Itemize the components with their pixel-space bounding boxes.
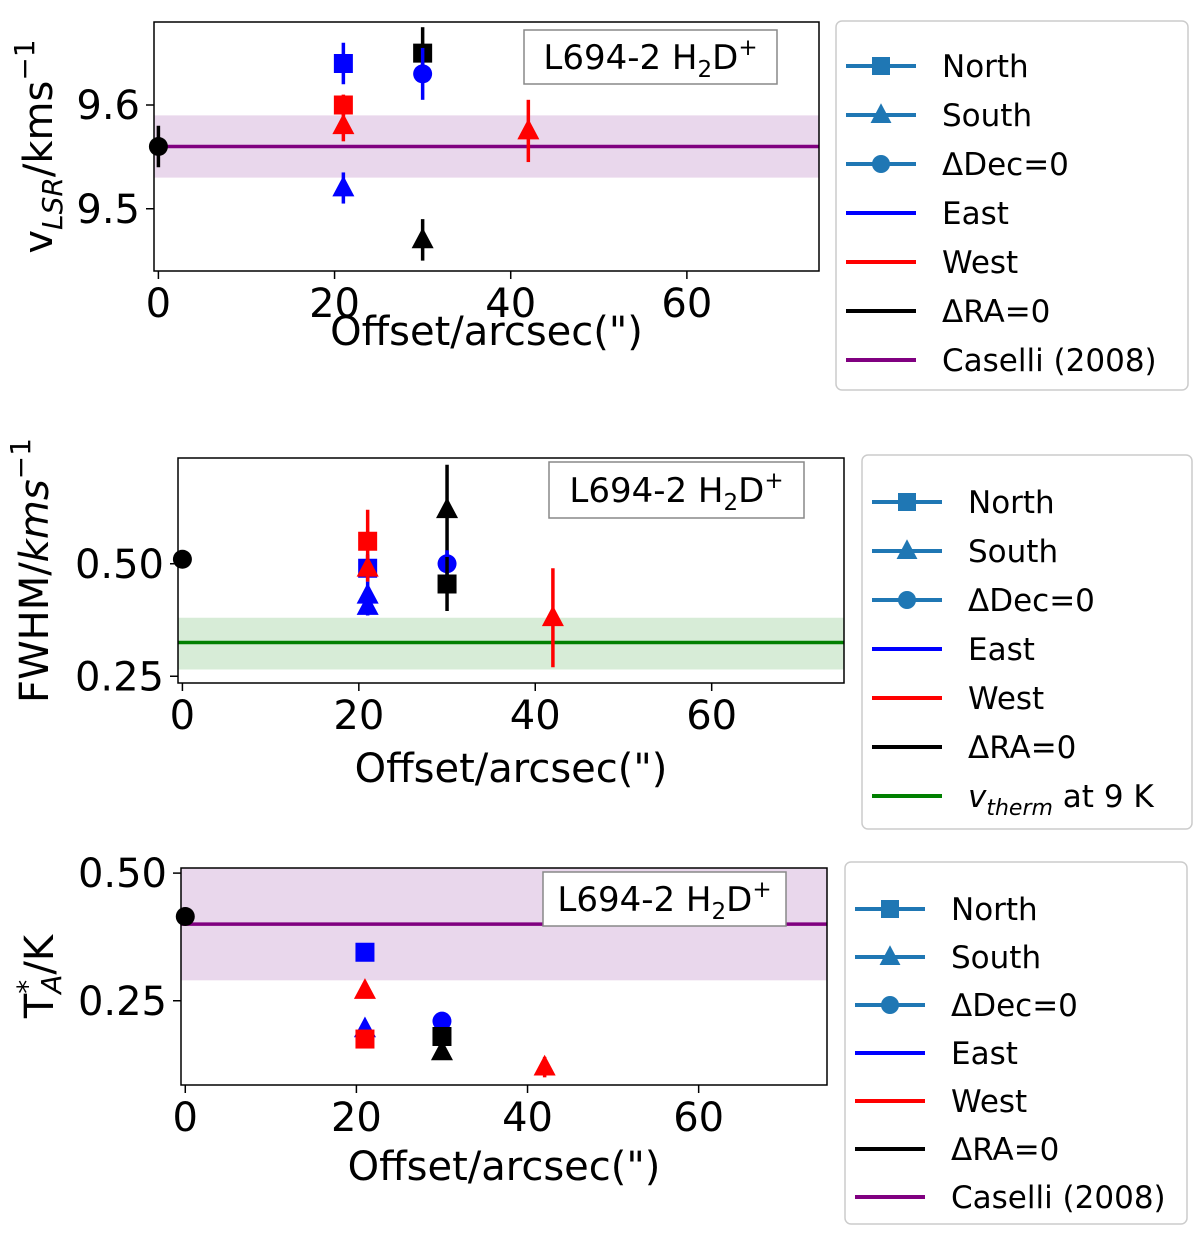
data-point-square — [333, 95, 353, 115]
y-axis-label: FWHM/kms−1 — [4, 438, 58, 703]
annotation-box — [523, 29, 778, 85]
data-point-triangle — [356, 555, 379, 577]
data-point-triangle — [430, 1039, 453, 1061]
x-tick-label: 20 — [331, 1095, 382, 1141]
data-point-triangle — [356, 582, 379, 604]
chart-panel-vlsr: 0 20 40 60 9.5 9.6 Offset/arcsec(") vLSR/kms−1 L… — [8, 20, 1189, 391]
legend-label: ΔRA=0 — [951, 1132, 1059, 1168]
axes-frame — [177, 457, 845, 684]
x-axis-label: Offset/arcsec(") — [355, 746, 668, 792]
axes-frame — [180, 867, 828, 1086]
data-point-triangle — [332, 175, 355, 197]
legend-marker-circle — [872, 155, 890, 173]
legend-marker-square — [898, 493, 916, 511]
legend-label: ΔDec=0 — [951, 988, 1078, 1024]
data-point-triangle — [356, 594, 379, 615]
legend-label: West — [968, 681, 1044, 717]
data-point-square — [355, 942, 375, 962]
data-point-circle — [148, 137, 168, 156]
y-tick-label: 9.6 — [76, 83, 140, 129]
legend-label: West — [951, 1084, 1027, 1120]
legend-label: East — [968, 632, 1035, 668]
data-point-triangle — [436, 497, 459, 519]
data-point-circle — [432, 1011, 452, 1031]
legend-label: East — [942, 196, 1009, 232]
data-point-square — [437, 574, 457, 594]
data-point-triangle — [353, 978, 376, 999]
x-tick-label: 20 — [309, 281, 360, 327]
y-tick-label: 0.50 — [75, 542, 164, 588]
annotation-label: L694-2 H2D+ — [569, 468, 783, 516]
legend-marker-square — [881, 900, 899, 918]
data-point-circle — [175, 907, 195, 927]
legend-label: vtherm at 9 K — [968, 779, 1154, 821]
legend-marker-triangle — [870, 103, 892, 123]
x-tick-label: 20 — [333, 693, 384, 739]
data-point-triangle — [533, 1054, 556, 1076]
x-tick-label: 40 — [485, 281, 536, 327]
legend-marker-circle — [881, 996, 899, 1014]
x-tick-label: 60 — [686, 693, 737, 739]
legend-marker-triangle — [879, 945, 901, 965]
data-point-triangle — [541, 605, 564, 627]
chart-panel-fwhm: 0 20 40 60 0.25 0.50 Offset/arcsec(") FWHM/kms−… — [4, 438, 1193, 830]
legend-label: South — [951, 940, 1041, 976]
data-point-circle — [413, 64, 433, 84]
annotation-box — [542, 871, 787, 927]
data-point-circle — [172, 549, 192, 569]
x-tick-label: 0 — [146, 281, 171, 327]
legend-label: South — [968, 534, 1058, 570]
y-axis-label: vLSR/kms−1 — [8, 39, 69, 253]
y-axis-label: T*A/K — [11, 933, 68, 1019]
legend-box — [844, 861, 1188, 1225]
y-tick-label: 9.5 — [76, 187, 140, 233]
x-tick-label: 40 — [502, 1095, 553, 1141]
data-point-square — [333, 54, 353, 73]
data-point-triangle — [332, 113, 355, 135]
annotation-box — [548, 461, 805, 519]
data-point-triangle — [517, 118, 540, 140]
x-tick-label: 60 — [661, 281, 712, 327]
x-axis-label: Offset/arcsec(") — [330, 309, 643, 355]
legend-marker-square — [872, 57, 890, 75]
x-tick-label: 60 — [673, 1095, 724, 1141]
legend-marker-triangle — [896, 539, 918, 559]
legend-label: Caselli (2008) — [951, 1180, 1166, 1216]
y-tick-label: 0.25 — [75, 654, 164, 700]
y-tick-label: 0.50 — [78, 851, 167, 897]
annotation-label: L694-2 H2D+ — [557, 877, 771, 925]
y-tick-label: 0.25 — [78, 979, 167, 1025]
legend-label: South — [942, 98, 1032, 134]
data-point-square — [432, 1026, 452, 1046]
legend-label: ΔDec=0 — [942, 147, 1069, 183]
legend-label: North — [951, 892, 1038, 928]
x-axis-label: Offset/arcsec(") — [348, 1144, 661, 1190]
legend-label: West — [942, 245, 1018, 281]
legend-label: North — [942, 49, 1029, 85]
legend-label: ΔRA=0 — [968, 730, 1076, 766]
legend-label: ΔRA=0 — [942, 294, 1050, 330]
annotation-label: L694-2 H2D+ — [543, 35, 757, 83]
data-point-square — [358, 531, 378, 551]
x-tick-label: 0 — [173, 1095, 198, 1141]
legend-box — [861, 454, 1193, 830]
legend-box — [835, 20, 1189, 391]
legend-label: ΔDec=0 — [968, 583, 1095, 619]
data-point-triangle — [411, 227, 434, 249]
x-tick-label: 40 — [510, 693, 561, 739]
legend-label: East — [951, 1036, 1018, 1072]
x-tick-label: 0 — [170, 693, 195, 739]
legend-label: Caselli (2008) — [942, 343, 1157, 379]
data-point-square — [355, 1029, 375, 1049]
chart-panel-ta: 0 20 40 60 0.25 0.50 Offset/arcsec(") T*A/K L694… — [11, 851, 1188, 1225]
legend-marker-circle — [898, 591, 916, 609]
legend-label: North — [968, 485, 1055, 521]
